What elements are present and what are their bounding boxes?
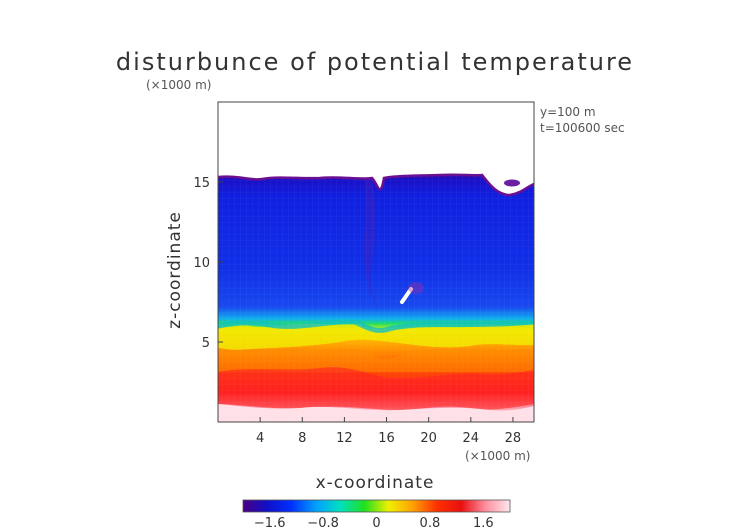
x-tick-label: 4 [256, 431, 264, 446]
colorbar-gradient [242, 499, 511, 513]
y-tick-label: 10 [193, 256, 210, 271]
x-tick-label: 12 [336, 431, 353, 446]
colorbar-tick-label: 1.6 [473, 516, 494, 531]
annotation-y: y=100 m [540, 105, 596, 119]
chart-title: disturbunce of potential temperature [116, 48, 634, 76]
colorbar-tick-label: −1.6 [254, 516, 286, 531]
x-tick-label: 24 [463, 431, 480, 446]
x-tick-label: 20 [420, 431, 437, 446]
y-tick-label: 15 [193, 176, 210, 191]
top-boundary [217, 173, 535, 197]
isolated-blob [504, 179, 520, 187]
colorbar-tick-label: 0.8 [420, 516, 441, 531]
white-streak [400, 287, 413, 304]
x-axis-label: x-coordinate [316, 473, 435, 493]
colorbar-tick-label: 0 [372, 516, 380, 531]
x-axis-ticks: 4 8 12 16 20 24 28 [256, 417, 521, 446]
y-tick-label: 5 [202, 336, 210, 351]
grid-texture [218, 174, 534, 422]
x-unit-label: (×1000 m) [465, 449, 530, 463]
y-unit-label: (×1000 m) [146, 78, 211, 92]
x-tick-label: 8 [298, 431, 306, 446]
streak-halo [408, 282, 424, 294]
colorbar-tick-label: −0.8 [307, 516, 339, 531]
annotation-time: t=100600 sec [540, 121, 625, 135]
y-axis-label: z-coordinate [165, 211, 185, 329]
colorbar: −1.6 −0.8 0 0.8 1.6 [242, 499, 511, 531]
plot-area: 4 8 12 16 20 24 28 5 10 15 [193, 101, 535, 446]
x-tick-label: 16 [378, 431, 395, 446]
y-axis-ticks: 5 10 15 [193, 176, 223, 351]
x-tick-label: 28 [505, 431, 522, 446]
colorbar-ticks: −1.6 −0.8 0 0.8 1.6 [254, 516, 494, 531]
